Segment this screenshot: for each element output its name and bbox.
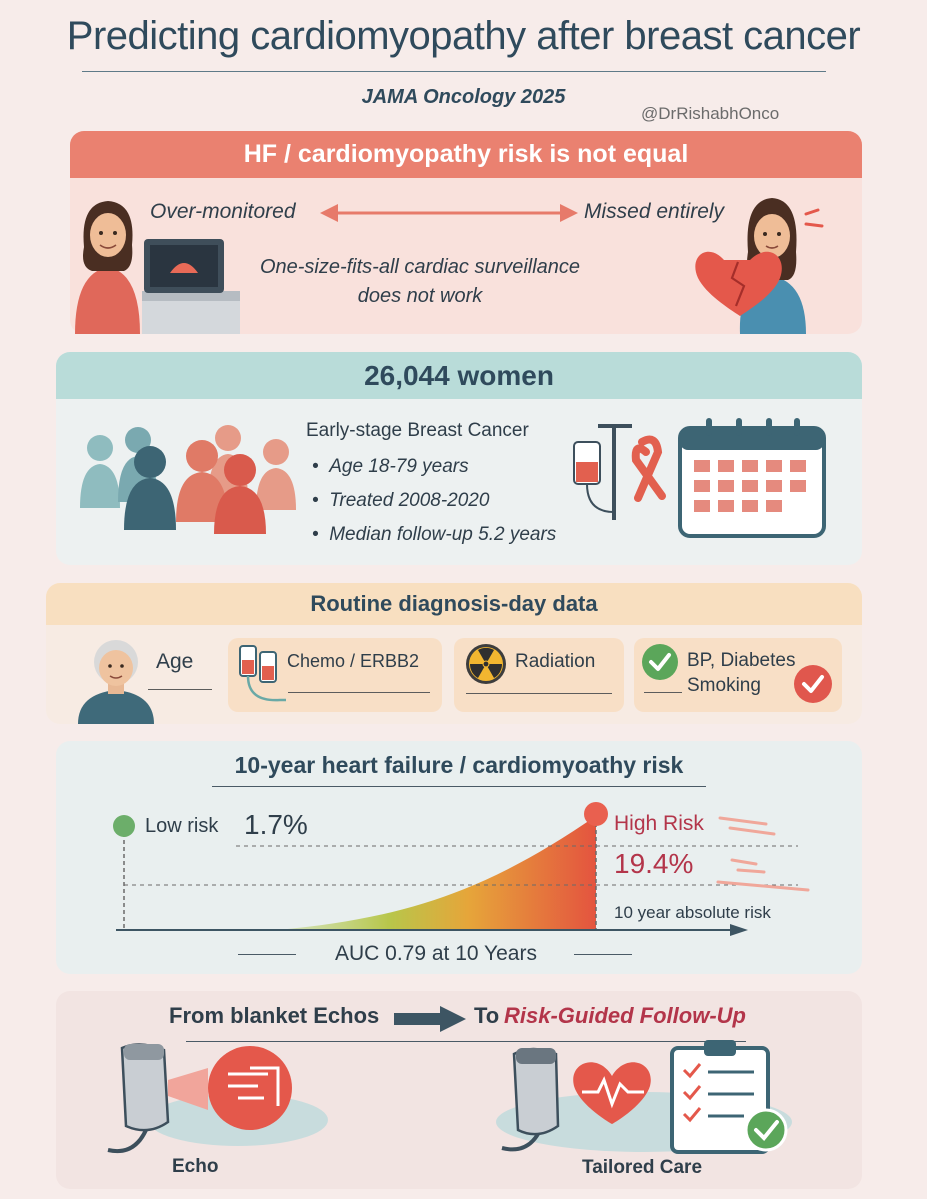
ultrasound-probe-icon [107,1043,328,1153]
bullet-follow-up: Median follow-up 5.2 years [329,524,557,545]
heartbeat-icon [573,1062,651,1124]
double-arrow-icon [320,204,578,222]
factor-comorbidity-rule [644,692,682,693]
title-divider [82,71,826,72]
factor-age-rule [148,689,212,690]
tailored-care-caption: Tailored Care [582,1157,703,1178]
factor-bp-diabetes-label: BP, Diabetes [687,650,796,671]
over-monitored-label: Over-monitored [150,200,296,223]
missed-entirely-label: Missed entirely [584,200,725,223]
iv-bags-icon [239,645,286,702]
iv-drip-ribbon-icon [573,424,666,520]
check-icon [642,644,678,680]
diagnosis-data-heading: Routine diagnosis-day data [46,583,862,625]
cohort-bullet-2: • Treated 2008-2020 [312,490,490,511]
time-axis-arrow [730,924,748,936]
cohort-subheading: Early-stage Breast Cancer [306,420,529,441]
radiation-icon [466,644,506,684]
journal-label: JAMA Oncology 2025 [361,86,566,108]
absolute-risk-note: 10 year absolute risk [614,903,771,922]
tailored-care-illustration [496,1040,792,1154]
factor-age-label: Age [156,650,194,673]
auc-label: AUC 0.79 at 10 Years [335,942,537,965]
factor-chemo-rule [288,692,430,693]
page-title: Predicting cardiomyopathy after breast c… [66,14,861,58]
follow-up-rule [186,1041,746,1042]
risk-inequality-heading: HF / cardiomyopathy risk is not equal [70,131,862,178]
cohort-bullet-3: • Median follow-up 5.2 years [312,524,557,545]
low-risk-label: Low risk [145,815,219,837]
factor-smoking-label: Smoking [687,675,761,696]
cohort-bullet-1: • Age 18-79 years [312,456,469,477]
high-risk-value: 19.4% [614,848,694,879]
risk-area-fill [278,816,596,930]
author-handle: @DrRishabhOnco [641,104,780,123]
factor-chemo-label: Chemo / ERBB2 [287,651,420,671]
low-risk-value: 1.7% [244,809,308,840]
echo-caption: Echo [172,1156,219,1177]
from-text: From blanket Echos [169,1003,380,1028]
surveillance-message-line2: does not work [357,285,483,307]
people-group-icon [80,425,296,534]
calendar-icon [678,418,826,538]
transition-arrow-icon [394,1006,466,1032]
risk-curve-heading: 10-year heart failure / cardiomyoathy ri… [234,752,684,778]
bullet-age: Age 18-79 years [329,456,469,477]
factor-radiation-rule [466,693,612,694]
risk-curve-chart [113,802,810,936]
auc-rule-right [574,954,632,955]
motion-streaks-icon [716,816,810,892]
high-risk-dot [584,802,608,826]
factor-radiation-label: Radiation [515,651,596,672]
high-risk-label: High Risk [614,812,704,835]
woman-echo-icon [75,201,240,334]
woman-broken-heart-icon [695,198,824,334]
surveillance-message-line1: One-size-fits-all cardiac surveillance [259,256,581,278]
to-text: To [474,1003,500,1028]
auc-rule-left [238,954,296,955]
cohort-size-heading: 26,044 women [56,352,862,399]
elderly-patient-icon [78,640,154,724]
low-risk-dot [113,815,135,837]
red-check-icon [794,665,832,703]
bullet-treated: Treated 2008-2020 [329,490,490,511]
ten-year-risk-panel [56,741,862,974]
risk-heading-rule [212,786,706,787]
risk-guided-text: Risk-Guided Follow-Up [504,1003,746,1028]
